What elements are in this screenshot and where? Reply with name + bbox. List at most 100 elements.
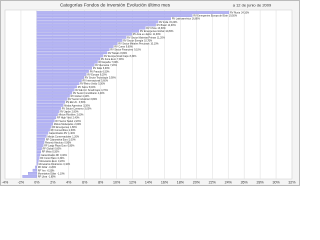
bar	[36, 128, 50, 132]
category-label: RV Brasil	[157, 24, 167, 27]
value-label: 5,60%	[101, 79, 109, 82]
bar-label: RF Corporativa Euro1,00%	[46, 138, 77, 141]
x-tick-label: 26%	[241, 180, 249, 184]
x-tick-label: 28%	[257, 180, 265, 184]
bar	[36, 66, 92, 70]
category-label: Monetarios Dinámicos	[39, 163, 63, 166]
category-label: Monetarios Dólar	[38, 172, 56, 175]
value-label: 14,90%	[168, 24, 177, 27]
x-tick-label: 14%	[145, 180, 153, 184]
bar-label: Retorno Absoluto0,90%	[45, 141, 72, 144]
category-label: RV Emergentes Europa del Este	[193, 14, 228, 17]
value-label: 0,80%	[68, 144, 76, 147]
category-label: RV EE.UU. Small Caps	[75, 89, 101, 92]
category-label: RV Sector Energía	[123, 39, 144, 42]
bar-label: RV Emergentes Global12,80%	[140, 30, 174, 33]
category-label: RF Corto Plazo	[40, 157, 57, 160]
value-label: 0,90%	[64, 141, 72, 144]
chart: Categorías Fondos de Inversión Evolución…	[0, 0, 300, 186]
bar-label: Mixtos Flexibles2,60%	[59, 113, 85, 116]
bar	[36, 159, 39, 163]
category-label: RV Sector Tecnología	[85, 76, 109, 79]
bar-label: RV China13,60%	[146, 27, 166, 30]
bar-label: RV EE.UU.3,50%	[66, 101, 87, 104]
x-tick-label: 4%	[66, 180, 72, 184]
bar	[36, 76, 85, 79]
category-label: RV EE.UU.	[66, 101, 78, 104]
bar-label: RV Taiwán8,80%	[108, 51, 128, 54]
category-label: RV Francia	[90, 70, 103, 73]
bar	[36, 20, 159, 24]
category-label: RV Italia	[93, 67, 103, 70]
category-label: RV China	[146, 27, 157, 30]
bar	[36, 11, 230, 14]
x-tick-label: 6%	[82, 180, 88, 184]
bar	[36, 51, 108, 55]
value-label: 0,40%	[60, 153, 68, 156]
category-label: RV Alemania	[95, 64, 109, 67]
bar	[36, 60, 98, 64]
bar-label: RV India15,20%	[159, 20, 178, 23]
bar	[35, 165, 37, 169]
value-label: 0,60%	[54, 147, 62, 150]
category-label: Mixtos Conservadores	[47, 135, 72, 138]
bar	[36, 147, 42, 150]
value-label: 3,80%	[90, 98, 98, 101]
bar	[36, 119, 55, 123]
bar-label: Monetarios Dinámicos0,10%	[39, 163, 71, 166]
x-tick-label: 24%	[225, 180, 233, 184]
category-label: RV Europa	[87, 73, 99, 76]
category-label: RV Internacional	[83, 79, 101, 82]
bar	[36, 156, 40, 160]
value-label: 7,20%	[110, 64, 118, 67]
bar-label: RV Sector Metales Preciosos10,10%	[118, 42, 159, 45]
category-label: RV Sector Inmobiliario	[73, 92, 97, 95]
bar-label: RF Global0,60%	[43, 147, 62, 150]
bar-label: RF Libra-1,80%	[38, 175, 57, 178]
bar	[36, 48, 110, 51]
category-label: RV Rusia	[230, 11, 241, 14]
value-label: 8,80%	[120, 51, 128, 54]
bar-label: Monetarios Euro0,20%	[39, 160, 65, 163]
value-label: 0,50%	[52, 150, 60, 153]
value-label: -0,20%	[48, 166, 56, 169]
bar	[36, 107, 61, 110]
category-label: Mixtos Agresivos	[64, 104, 83, 107]
bar	[36, 97, 68, 101]
bar	[36, 153, 41, 157]
value-label: 6,20%	[100, 73, 108, 76]
value-label: 0,30%	[58, 157, 66, 160]
bar	[36, 125, 52, 129]
bar-label: Mixtos Moderados2,00%	[54, 123, 82, 126]
bar-label: RF High Yield2,40%	[57, 116, 80, 119]
value-label: 1,60%	[69, 129, 77, 132]
bar	[22, 175, 37, 178]
bar-label: RV Sector Financiero9,10%	[110, 48, 141, 51]
bar	[36, 32, 132, 36]
value-label: 1,40%	[68, 132, 76, 135]
category-label: RV Suiza	[78, 85, 89, 88]
value-label: 6,90%	[103, 67, 111, 70]
category-label: RV Europa Small Caps	[104, 54, 129, 57]
bar	[36, 35, 127, 39]
chart-title: Categorías Fondos de Inversión Evolución…	[60, 3, 171, 8]
value-label: 3,30%	[83, 104, 91, 107]
bar-label: RV Francia6,50%	[90, 70, 111, 73]
bar	[36, 69, 89, 73]
bar	[36, 17, 171, 21]
category-label: RV España	[98, 61, 111, 64]
bar	[36, 85, 77, 89]
category-label: RF Global	[43, 147, 54, 150]
x-tick-label: 8%	[98, 180, 104, 184]
bar	[36, 116, 57, 120]
bar	[36, 141, 45, 144]
value-label: 5,90%	[109, 76, 117, 79]
category-label: RV Corea	[114, 45, 125, 48]
category-label: RF Libra	[38, 175, 48, 178]
bar	[36, 131, 49, 135]
x-tick-label: 20%	[193, 180, 201, 184]
x-tick-label: 30%	[272, 180, 280, 184]
bar	[36, 54, 104, 58]
value-label: 5,00%	[89, 85, 97, 88]
value-label: 2,60%	[77, 113, 85, 116]
